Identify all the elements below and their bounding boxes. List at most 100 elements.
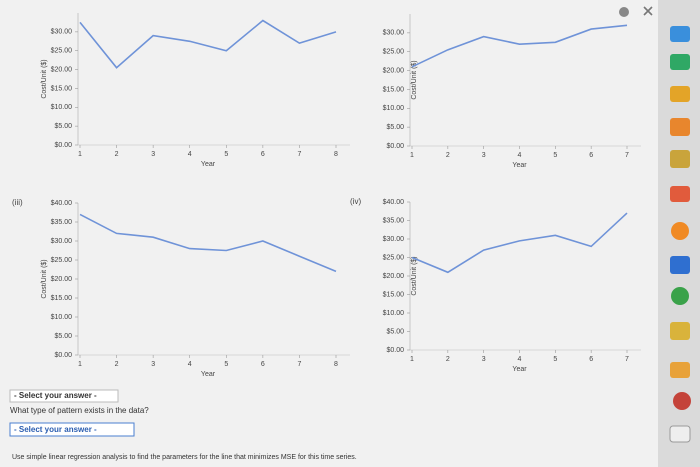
x-tick-label: 1 <box>410 152 414 159</box>
x-tick-label: 4 <box>518 152 522 159</box>
series-line <box>79 19 337 69</box>
select-text[interactable]: - Select your answer - <box>14 425 97 434</box>
x-tick-label: 7 <box>297 151 301 158</box>
y-tick-label: $35.00 <box>51 219 73 226</box>
x-tick-label: 6 <box>261 151 265 158</box>
instruction: Use simple linear regression analysis to… <box>12 454 357 461</box>
x-tick-label: 5 <box>553 152 557 159</box>
y-tick-label: $25.00 <box>51 48 73 55</box>
icon[interactable] <box>669 425 691 443</box>
x-tick-label: 2 <box>115 151 119 158</box>
icon[interactable] <box>670 186 690 202</box>
x-tick-label: 1 <box>78 361 82 368</box>
x-tick-label: 4 <box>188 151 192 158</box>
y-tick-label: $10.00 <box>383 310 405 317</box>
y-tick-label: $0.00 <box>386 143 404 150</box>
x-tick-label: 8 <box>334 151 338 158</box>
x-tick-label: 6 <box>589 356 593 363</box>
y-tick-label: $15.00 <box>383 291 405 298</box>
y-tick-label: $15.00 <box>51 295 73 302</box>
y-tick-label: $10.00 <box>51 104 73 111</box>
content-bg <box>0 0 660 467</box>
select-2[interactable]: - Select your answer - <box>9 422 135 437</box>
icon[interactable] <box>670 54 690 70</box>
y-tick-label: $25.00 <box>383 254 405 261</box>
y-tick-label: $20.00 <box>383 273 405 280</box>
y-tick-label: $5.00 <box>54 333 72 340</box>
icon[interactable] <box>673 392 691 410</box>
y-tick-label: $10.00 <box>51 314 73 321</box>
settings-icon[interactable] <box>619 7 629 17</box>
x-tick-label: 5 <box>224 361 228 368</box>
series-line <box>79 213 337 273</box>
y-tick-label: $20.00 <box>51 66 73 73</box>
y-tick-label: $30.00 <box>383 30 405 37</box>
y-tick-label: $30.00 <box>383 236 405 243</box>
panel-label: (iii) <box>12 198 23 207</box>
x-tick-label: 3 <box>482 356 486 363</box>
icon[interactable] <box>670 118 690 136</box>
select-box[interactable] <box>9 389 119 403</box>
close-icon[interactable] <box>643 6 653 16</box>
select-1[interactable]: - Select your answer - <box>9 389 119 403</box>
x-tick-label: 7 <box>625 152 629 159</box>
x-tick-label: 4 <box>518 356 522 363</box>
icon[interactable] <box>670 256 690 274</box>
x-axis-title: Year <box>512 162 527 169</box>
x-tick-label: 5 <box>553 356 557 363</box>
y-tick-label: $0.00 <box>54 142 72 149</box>
x-axis-title: Year <box>512 366 527 373</box>
y-axis-title: Cost/Unit ($) <box>411 256 418 295</box>
series-line <box>411 24 628 68</box>
icon[interactable] <box>670 322 690 340</box>
select-box[interactable] <box>9 422 135 437</box>
icon[interactable] <box>670 26 690 42</box>
x-tick-label: 7 <box>625 356 629 363</box>
y-tick-label: $10.00 <box>383 105 405 112</box>
x-tick-label: 2 <box>446 152 450 159</box>
icon[interactable] <box>671 222 689 240</box>
y-axis-title: Cost/Unit ($) <box>411 60 418 99</box>
icon[interactable] <box>670 86 690 102</box>
x-axis-title: Year <box>201 371 216 378</box>
panel-label: (iv) <box>350 197 361 206</box>
x-tick-label: 3 <box>482 152 486 159</box>
icon[interactable] <box>671 287 689 305</box>
series-line <box>411 212 628 274</box>
x-tick-label: 8 <box>334 361 338 368</box>
y-tick-label: $20.00 <box>383 67 405 74</box>
y-tick-label: $25.00 <box>383 49 405 56</box>
x-tick-label: 1 <box>410 356 414 363</box>
y-axis-title: Cost/Unit ($) <box>41 259 48 298</box>
x-tick-label: 2 <box>446 356 450 363</box>
y-tick-label: $25.00 <box>51 257 73 264</box>
icon[interactable] <box>670 150 690 168</box>
x-tick-label: 4 <box>188 361 192 368</box>
x-tick-label: 7 <box>297 361 301 368</box>
question: What type of pattern exists in the data? <box>10 406 149 415</box>
y-tick-label: $5.00 <box>386 124 404 131</box>
y-tick-label: $0.00 <box>386 347 404 354</box>
x-tick-label: 6 <box>261 361 265 368</box>
y-tick-label: $5.00 <box>386 328 404 335</box>
select-text[interactable]: - Select your answer - <box>14 391 97 400</box>
x-tick-label: 1 <box>78 151 82 158</box>
y-tick-label: $30.00 <box>51 29 73 36</box>
y-tick-label: $0.00 <box>54 352 72 359</box>
icon[interactable] <box>670 362 690 378</box>
y-tick-label: $40.00 <box>383 199 405 206</box>
y-tick-label: $35.00 <box>383 217 405 224</box>
y-tick-label: $5.00 <box>54 123 72 130</box>
y-tick-label: $15.00 <box>51 85 73 92</box>
x-tick-label: 3 <box>151 361 155 368</box>
y-tick-label: $15.00 <box>383 86 405 93</box>
x-tick-label: 5 <box>224 151 228 158</box>
x-tick-label: 6 <box>589 152 593 159</box>
x-tick-label: 2 <box>115 361 119 368</box>
y-tick-label: $30.00 <box>51 238 73 245</box>
sidebar-icons <box>669 26 691 443</box>
y-axis-title: Cost/Unit ($) <box>41 59 48 98</box>
y-tick-label: $40.00 <box>51 200 73 207</box>
y-tick-label: $20.00 <box>51 276 73 283</box>
